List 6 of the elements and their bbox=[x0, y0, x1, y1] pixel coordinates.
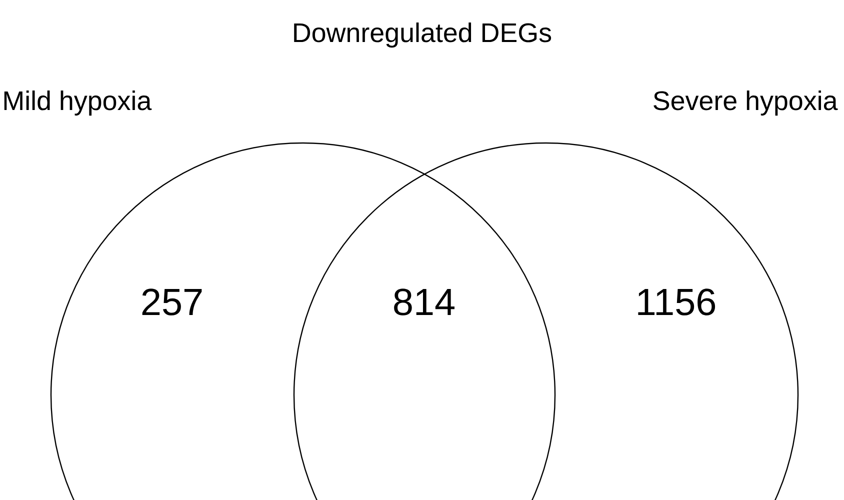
data-label: 1156 bbox=[638, 288, 716, 316]
text: Mild hypoxia bbox=[4, 90, 152, 116]
data-label: 257 bbox=[142, 288, 202, 316]
text: Downregulated DEGs bbox=[294, 22, 552, 48]
data-label: 814 bbox=[394, 288, 454, 316]
text: Severe hypoxia bbox=[654, 90, 838, 116]
